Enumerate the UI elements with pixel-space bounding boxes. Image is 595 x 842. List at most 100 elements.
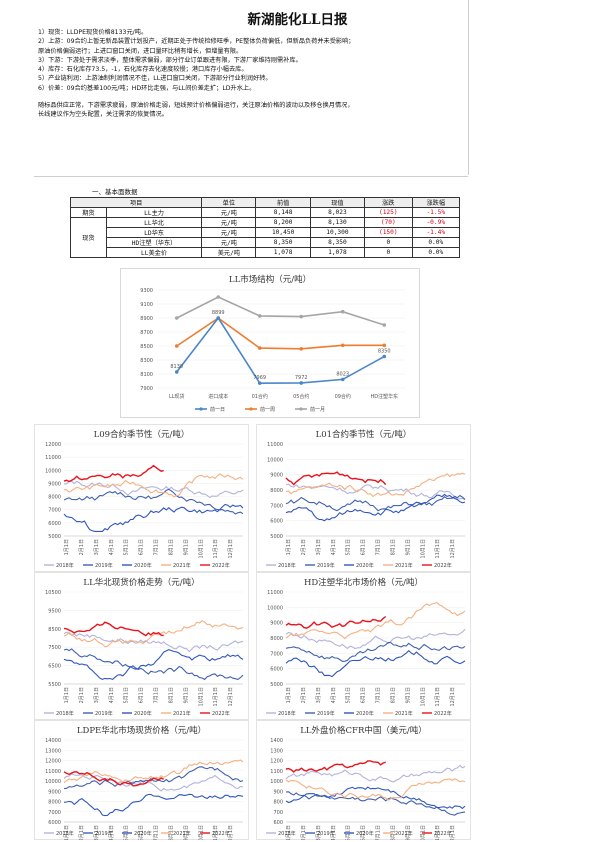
season-line xyxy=(285,628,466,650)
x-tick-label: 12月1日 xyxy=(450,539,456,559)
season-line xyxy=(63,648,244,681)
x-tick-label: 5月1日 xyxy=(124,687,130,703)
section-divider xyxy=(34,176,468,177)
season-line xyxy=(63,488,244,515)
unit-cell: 元/吨 xyxy=(201,207,257,218)
seasonal-chart-svg: L09合约季节性（元/吨） 5000 6000 7000 8000 9000 10000 11… xyxy=(34,424,249,572)
x-tick-label: 1月1日 xyxy=(64,825,70,840)
x-tick-label: 2月1日 xyxy=(79,539,85,555)
legend-label: 2020年 xyxy=(356,830,374,837)
chart-frame xyxy=(34,720,249,840)
x-tick-label: 10月1日 xyxy=(198,687,204,707)
season-line xyxy=(63,473,244,498)
season-line xyxy=(63,771,165,787)
data-label: 8350 xyxy=(378,349,391,355)
x-tick-label: 5月1日 xyxy=(346,687,352,703)
x-tick-label: 6月1日 xyxy=(361,687,367,703)
legend-label: 2021年 xyxy=(173,562,191,569)
pct-cell: 0.0% xyxy=(411,237,461,248)
y-tick-label: 7900 xyxy=(140,386,153,392)
season-line xyxy=(285,494,466,512)
chart-title: LL华北现货价格走势（元/吨） xyxy=(83,577,199,588)
table-header-row: 项目 单位 前值 现值 涨跌 涨跌幅 xyxy=(69,197,461,208)
x-tick-label: 9月1日 xyxy=(183,539,189,555)
unit-cell: 元/吨 xyxy=(201,217,257,228)
seasonal-chart-4: LDPE华北市场现货价格（元/吨） 6000 7000 8000 9000 10000 11… xyxy=(34,720,249,840)
series-line xyxy=(176,317,385,350)
report-line: 1）现货：LLDPE现货价格8133元/吨。 xyxy=(38,29,148,36)
y-tick-label: 5000 xyxy=(270,534,283,540)
x-tick-label: 12月1日 xyxy=(228,539,234,559)
season-line xyxy=(285,786,466,810)
x-tick-label: 7月1日 xyxy=(154,825,160,840)
legend-label: 前一月 xyxy=(310,406,325,413)
legend-marker xyxy=(299,407,303,411)
y-tick-label: 700 xyxy=(273,810,283,816)
y-tick-label: 7500 xyxy=(48,645,61,651)
y-tick-label: 8900 xyxy=(140,316,153,322)
col-header: 涨跌 xyxy=(364,197,413,208)
chart-frame xyxy=(256,720,471,840)
y-tick-label: 8000 xyxy=(48,800,61,806)
seasonal-chart-5: LL外盘价格CFR中国（美元/吨） 600 700 800 900 1000 1100 120… xyxy=(256,720,471,840)
data-point xyxy=(299,314,304,319)
seasonal-chart-svg: HD注塑华北市场价格（元/吨） 5000 6000 7000 8000 9000 10000… xyxy=(256,572,471,720)
unit-cell: 美元/吨 xyxy=(201,247,257,258)
legend-label: 2022年 xyxy=(434,562,452,569)
y-tick-label: 6000 xyxy=(48,820,61,826)
data-point xyxy=(382,354,387,359)
x-tick-label: 3月1日 xyxy=(316,539,322,555)
y-tick-label: 13000 xyxy=(45,748,61,754)
y-tick-label: 8000 xyxy=(270,488,283,494)
y-tick-label: 9300 xyxy=(140,288,153,294)
chart-title: L01合约季节性（元/吨） xyxy=(316,429,412,440)
chart-frame xyxy=(256,572,471,720)
data-point xyxy=(216,295,221,299)
y-tick-label: 8100 xyxy=(140,372,153,378)
pct-cell: 0.0% xyxy=(411,247,461,258)
data-label: 7972 xyxy=(295,375,308,381)
y-tick-label: 10000 xyxy=(45,468,61,474)
report-title: 新湖能化LL日报 xyxy=(247,12,348,28)
group-cell: 期货 xyxy=(70,207,107,218)
legend-label: 2019年 xyxy=(95,562,113,569)
x-tick-label: 8月1日 xyxy=(168,539,174,555)
legend-label: 2021年 xyxy=(173,830,191,837)
y-tick-label: 8000 xyxy=(270,636,283,642)
legend-label: 2020年 xyxy=(134,830,152,837)
data-label: 8899 xyxy=(212,310,225,316)
y-tick-label: 5500 xyxy=(48,682,61,688)
x-tick-label: 1月1日 xyxy=(286,825,292,840)
report-line: 5）产业链利润：上游油制利润情况不佳，LL进口窗口关闭，下游部分行业利润好转。 xyxy=(38,75,272,83)
y-tick-label: 1300 xyxy=(270,748,283,754)
chart-title: LL市场结构（元/吨） xyxy=(229,274,311,285)
data-label: 7969 xyxy=(253,375,266,381)
x-tick-label: 9月1日 xyxy=(183,687,189,703)
x-tick-label: 8月1日 xyxy=(168,687,174,703)
chg-cell: (150) xyxy=(364,227,413,238)
x-tick-label: 2月1日 xyxy=(79,687,85,703)
y-tick-label: 600 xyxy=(273,820,283,826)
legend-label: 2022年 xyxy=(212,830,230,837)
y-tick-label: 12000 xyxy=(45,442,61,448)
y-tick-label: 7000 xyxy=(270,503,283,509)
seasonal-chart-svg: LDPE华北市场现货价格（元/吨） 6000 7000 8000 9000 10000 11… xyxy=(34,720,249,840)
x-tick-label: 8月1日 xyxy=(390,825,396,840)
season-line xyxy=(285,649,466,678)
seasonal-chart-3: HD注塑华北市场价格（元/吨） 5000 6000 7000 8000 9000 10000… xyxy=(256,572,471,720)
y-tick-label: 11000 xyxy=(267,442,283,448)
x-tick-label: 7月1日 xyxy=(154,539,160,555)
header-border xyxy=(468,0,469,175)
x-tick-label: 4月1日 xyxy=(109,687,115,703)
legend-label: 2020年 xyxy=(134,710,152,717)
y-tick-label: 10000 xyxy=(267,605,283,611)
x-tick-label: 7月1日 xyxy=(154,687,160,703)
data-point xyxy=(382,323,387,327)
x-tick-label: 3月1日 xyxy=(94,687,100,703)
legend-label: 2020年 xyxy=(356,710,374,717)
data-point xyxy=(257,381,262,385)
season-line xyxy=(63,631,244,653)
y-tick-label: 9000 xyxy=(48,481,61,487)
y-tick-label: 9000 xyxy=(48,789,61,795)
legend-label: 2018年 xyxy=(278,710,296,717)
